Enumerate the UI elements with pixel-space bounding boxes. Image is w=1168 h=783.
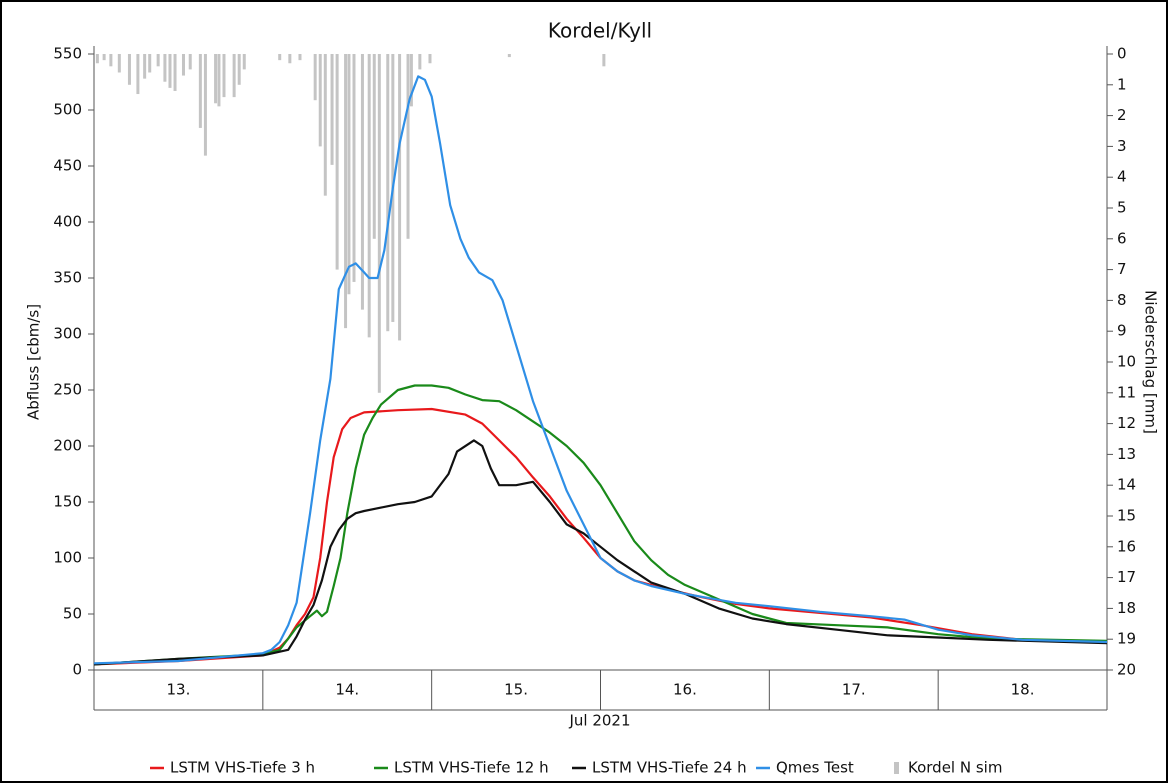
y2-tick-label: 1 [1117, 75, 1127, 93]
y2-tick-label: 13 [1117, 445, 1136, 463]
y2-tick-label: 2 [1117, 106, 1127, 124]
y2-tick-label: 8 [1117, 291, 1127, 309]
precip-bar [386, 54, 390, 332]
x-tick-label: 13. [166, 681, 190, 699]
precip-bar [278, 54, 282, 61]
precip-bar [136, 54, 140, 95]
series-line [93, 75, 1108, 665]
y2-tick-label: 0 [1117, 45, 1127, 63]
precip-bar [377, 54, 381, 393]
y-tick-label: 250 [53, 381, 82, 399]
x-tick-label: 15. [504, 681, 528, 699]
precip-bar [148, 54, 152, 73]
y2-tick-label: 20 [1117, 661, 1136, 679]
precip-bar [372, 54, 376, 239]
precip-bar [217, 54, 221, 107]
precip-bar [242, 54, 246, 70]
precip-bar [288, 54, 292, 64]
precip-bar [507, 54, 511, 58]
precip-bar [298, 54, 302, 61]
precip-bar [344, 54, 348, 329]
x-tick-label: 14. [335, 681, 359, 699]
series-line [93, 439, 1108, 666]
y2-tick-label: 7 [1117, 260, 1127, 278]
precip-bar [237, 54, 241, 85]
precip-bar [352, 54, 356, 282]
legend-label: Qmes Test [776, 759, 854, 777]
precip-bar [156, 54, 160, 67]
precip-bar [323, 54, 327, 196]
precip-bar [168, 54, 172, 88]
y2-tick-label: 5 [1117, 199, 1127, 217]
y2-tick-label: 9 [1117, 322, 1127, 340]
y2-tick-label: 14 [1117, 476, 1136, 494]
precip-bar [173, 54, 177, 91]
precip-bar [398, 54, 402, 341]
precip-bar [222, 54, 226, 98]
chart-title: Kordel/Kyll [548, 19, 652, 43]
y2-tick-label: 4 [1117, 168, 1127, 186]
precip-bar [181, 54, 185, 76]
precip-bar [232, 54, 236, 98]
y2-tick-label: 3 [1117, 137, 1127, 155]
precip-bar [313, 54, 317, 101]
legend-label: LSTM VHS-Tiefe 3 h [170, 759, 315, 777]
x-axis-label: Jul 2021 [568, 712, 630, 730]
precip-bar [418, 54, 422, 70]
y2-tick-label: 16 [1117, 537, 1136, 555]
y2-tick-label: 15 [1117, 507, 1136, 525]
precip-bar [360, 54, 364, 310]
precip-bar [318, 54, 322, 147]
precip-bar [203, 54, 207, 156]
y2-tick-label: 18 [1117, 599, 1136, 617]
x-tick-label: 16. [673, 681, 697, 699]
precip-bar [163, 54, 167, 82]
y-tick-label: 350 [53, 269, 82, 287]
precip-bar [367, 54, 371, 338]
y2-tick-label: 17 [1117, 568, 1136, 586]
y-tick-label: 500 [53, 101, 82, 119]
x-tick-label: 17. [842, 681, 866, 699]
y-tick-label: 150 [53, 493, 82, 511]
precip-bar [95, 54, 99, 64]
y2-tick-label: 6 [1117, 229, 1127, 247]
y-tick-label: 50 [63, 605, 82, 623]
precip-bar [188, 54, 192, 70]
precip-bar [143, 54, 147, 79]
y2-tick-label: 12 [1117, 414, 1136, 432]
y-tick-label: 300 [53, 325, 82, 343]
precip-bar [335, 54, 339, 270]
y-tick-label: 550 [53, 45, 82, 63]
y-tick-label: 0 [72, 661, 82, 679]
precip-bar [602, 54, 606, 67]
legend-swatch [894, 762, 899, 774]
precip-bar [102, 54, 106, 61]
precip-bar [109, 54, 113, 67]
legend-label: LSTM VHS-Tiefe 12 h [394, 759, 549, 777]
y2-tick-label: 19 [1117, 630, 1136, 648]
y-tick-label: 100 [53, 549, 82, 567]
legend-label: Kordel N sim [908, 759, 1002, 777]
y2-tick-label: 10 [1117, 353, 1136, 371]
precip-bar [127, 54, 131, 85]
y2-tick-label: 11 [1117, 383, 1136, 401]
precip-bar [409, 54, 413, 107]
x-tick-label: 18. [1011, 681, 1035, 699]
y2-axis-label: Niederschlag [mm] [1142, 290, 1160, 434]
precip-bar [428, 54, 432, 64]
precip-bar [214, 54, 218, 104]
y-axis-label: Abfluss [cbm/s] [25, 304, 43, 420]
y-tick-label: 400 [53, 213, 82, 231]
precip-bar [406, 54, 410, 239]
precip-bar [347, 54, 351, 295]
y-tick-label: 200 [53, 437, 82, 455]
legend-label: LSTM VHS-Tiefe 24 h [592, 759, 747, 777]
precip-bar [117, 54, 121, 73]
precip-bar [198, 54, 202, 128]
precip-bar [330, 54, 334, 165]
y-tick-label: 450 [53, 157, 82, 175]
series-line [93, 407, 1108, 666]
